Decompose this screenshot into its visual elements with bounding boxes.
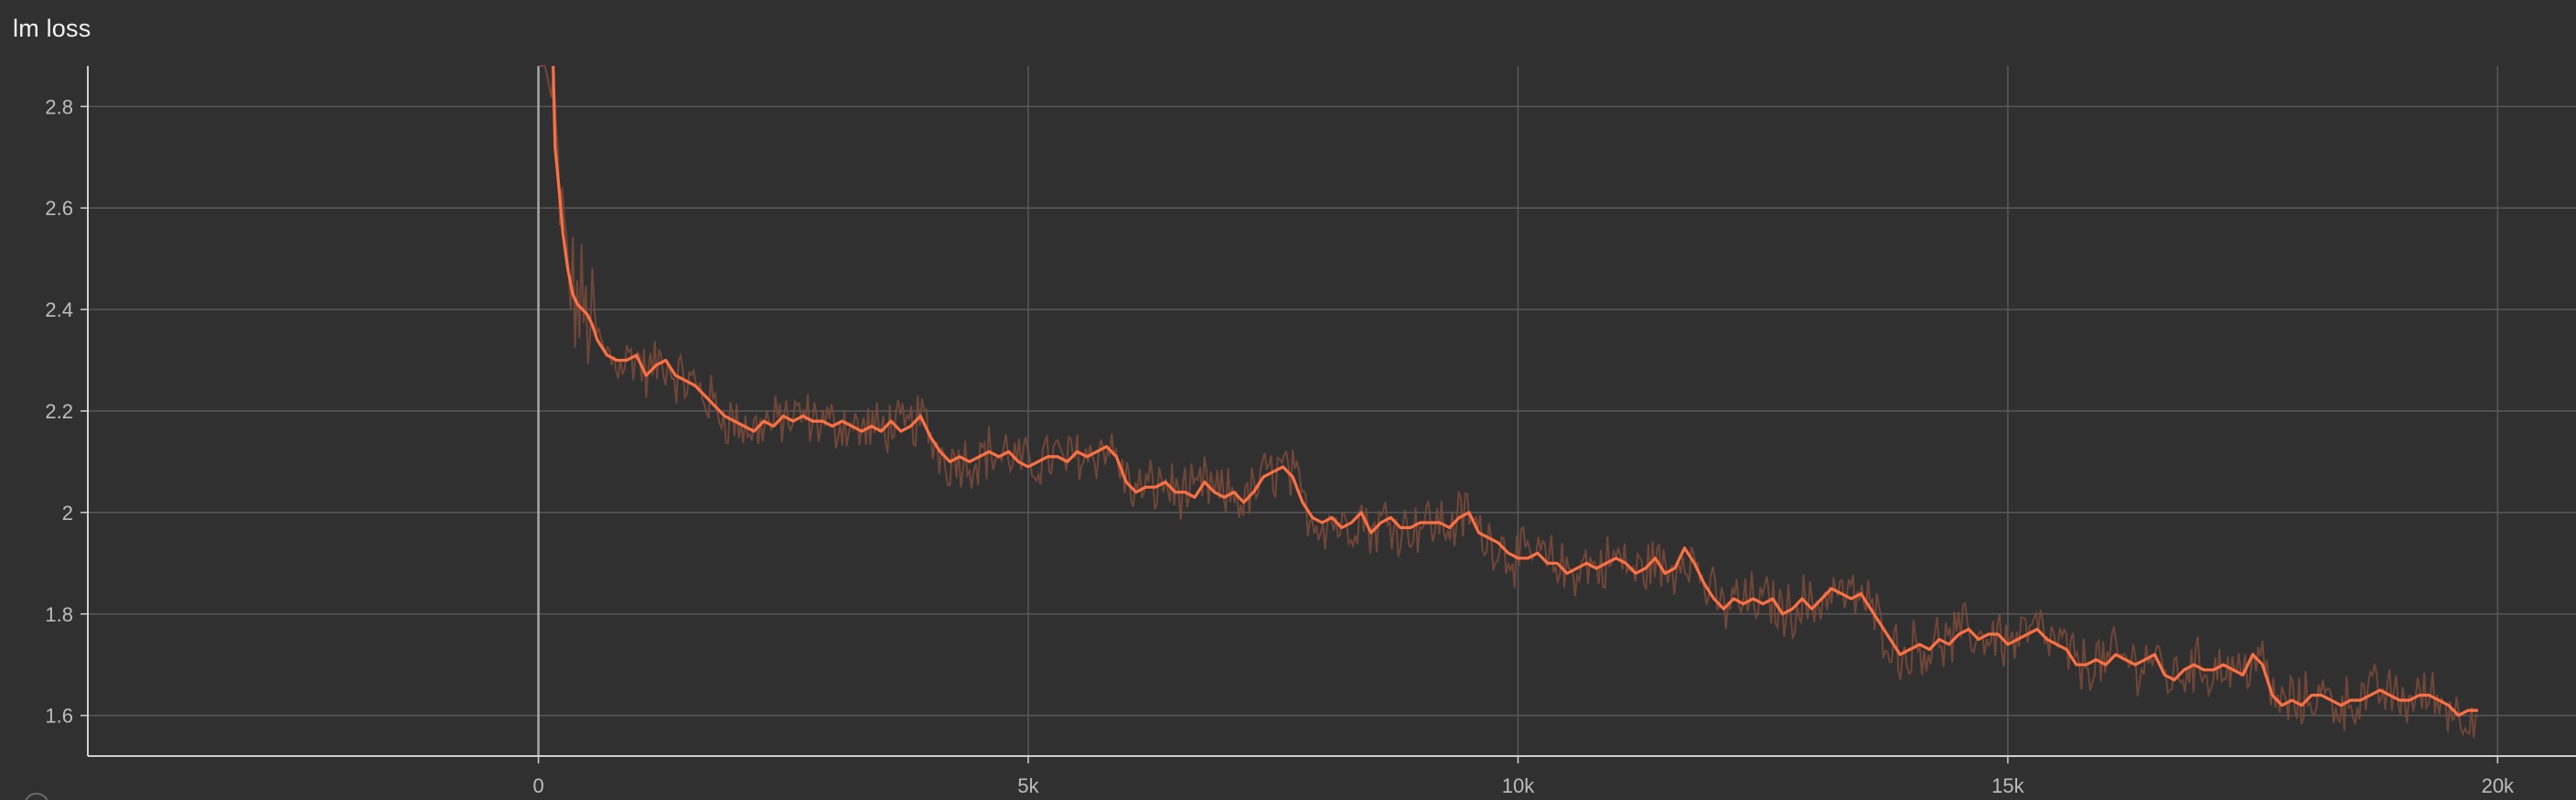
axis-layer (80, 66, 2576, 763)
y-tick-label: 1.6 (45, 705, 73, 728)
raw-series-layer (538, 65, 2479, 739)
y-tick-label: 2.8 (45, 95, 73, 118)
x-tick-label: 5k (1017, 774, 1039, 797)
y-tick-label: 2.4 (45, 298, 73, 321)
x-tick-label: 10k (1502, 774, 1535, 797)
tick-label-layer: 1.6 1.8 2 2.2 2.4 2.6 2.8 0 5k 10k 15k 20k (45, 95, 2515, 797)
smoothed-series-layer (552, 65, 2478, 718)
x-tick-label: 0 (532, 774, 543, 797)
x-tick-label: 15k (1991, 774, 2024, 797)
y-tick-label: 2.2 (45, 400, 73, 423)
y-tick-label: 2.6 (45, 197, 73, 220)
y-tick-label: 2 (62, 502, 73, 524)
x-tick-label: 20k (2482, 774, 2515, 797)
grid-layer (88, 66, 2576, 756)
y-tick-label: 1.8 (45, 603, 73, 626)
smoothed-series-line[interactable] (552, 65, 2478, 718)
chart-title: lm loss (13, 15, 91, 42)
raw-series-line (538, 65, 2479, 739)
